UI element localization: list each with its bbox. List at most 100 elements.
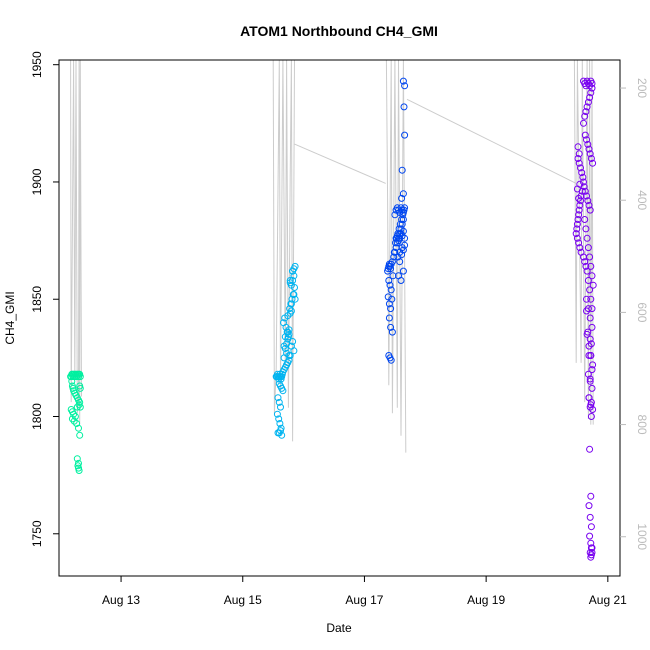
data-point [73, 403, 81, 411]
data-point [582, 225, 590, 233]
data-point [583, 192, 590, 200]
data-point [585, 201, 593, 209]
data-point [287, 307, 295, 315]
data-point [576, 180, 584, 188]
data-point [574, 143, 582, 151]
data-point [584, 244, 592, 252]
data-point [401, 204, 409, 212]
data-point [574, 155, 582, 162]
data-point [396, 220, 404, 228]
data-points-layer [67, 77, 597, 561]
data-point [384, 293, 392, 301]
data-point [581, 112, 589, 120]
pressure-profile-line [385, 59, 407, 453]
data-point [70, 417, 78, 425]
y-tick-label: 1800 [30, 403, 44, 430]
data-point [587, 523, 595, 531]
data-point [573, 234, 581, 242]
data-point [275, 398, 283, 406]
data-point [587, 352, 595, 359]
data-point [583, 307, 590, 315]
data-point [588, 84, 596, 92]
y-tick-label: 1750 [30, 520, 44, 547]
data-point [274, 394, 282, 402]
data-point [586, 335, 594, 343]
data-point [68, 377, 76, 385]
data-point [578, 169, 586, 177]
data-point [587, 262, 595, 270]
right-y-tick-label: 600 [635, 302, 649, 322]
data-point [393, 232, 401, 240]
data-point [388, 258, 396, 266]
right-y-tick-label: 800 [635, 415, 649, 435]
pressure-connector-line [406, 98, 577, 184]
data-point [398, 166, 406, 174]
data-point [385, 314, 393, 322]
data-point [586, 445, 594, 453]
x-tick-label: Aug 17 [345, 593, 383, 607]
data-point [577, 164, 584, 172]
data-point [286, 279, 294, 287]
data-point [70, 410, 78, 418]
data-point [588, 272, 596, 280]
data-point [387, 286, 395, 294]
y-axis-right: 200 400 600 800 1000 [620, 78, 649, 550]
data-point [580, 119, 587, 127]
data-point [586, 94, 594, 101]
data-point [585, 394, 593, 402]
data-point [588, 366, 596, 374]
pressure-profile-line [573, 59, 594, 425]
data-point [289, 277, 297, 284]
data-point [284, 312, 292, 320]
data-point [399, 227, 407, 235]
y-axis-label: CH4_GMI [3, 291, 17, 344]
data-point [584, 277, 592, 284]
data-point [583, 234, 591, 242]
data-point [401, 241, 409, 249]
data-point [588, 80, 596, 87]
data-point [398, 244, 406, 252]
data-point [586, 377, 594, 385]
data-point [586, 82, 594, 90]
chart-title: ATOM1 Northbound CH4_GMI [240, 23, 438, 39]
data-point [401, 131, 409, 139]
data-point [575, 194, 583, 202]
pressure-profile-line [70, 59, 82, 425]
data-point [589, 361, 597, 369]
data-point [388, 328, 396, 336]
data-point [582, 262, 590, 270]
data-point [587, 295, 595, 303]
data-point [580, 178, 587, 186]
data-point [387, 305, 395, 313]
data-point [76, 373, 84, 381]
x-axis-label: Date [326, 621, 352, 635]
data-point [588, 549, 596, 556]
x-axis: Aug 13 Aug 15 Aug 17 Aug 19 Aug 21 [102, 576, 627, 607]
data-point [75, 424, 82, 432]
data-point [397, 277, 405, 284]
y-tick-label: 1900 [30, 168, 44, 195]
data-point [586, 206, 594, 214]
data-point [572, 230, 580, 238]
data-point [586, 314, 594, 322]
data-point [387, 356, 395, 364]
pressure-profile-layer [70, 59, 594, 453]
data-point [287, 300, 295, 308]
data-point [291, 295, 299, 303]
data-point [585, 342, 593, 350]
y-tick-label: 1950 [30, 51, 44, 78]
data-point [581, 258, 589, 266]
data-point [385, 277, 393, 284]
data-point [581, 216, 589, 223]
data-point [277, 403, 284, 411]
data-point [575, 211, 583, 219]
data-point [577, 197, 584, 205]
data-point [68, 415, 76, 423]
data-point [574, 216, 582, 223]
data-point [585, 502, 593, 510]
x-tick-label: Aug 15 [224, 593, 262, 607]
data-point [388, 295, 396, 303]
data-point [573, 225, 581, 233]
data-point [588, 384, 596, 392]
